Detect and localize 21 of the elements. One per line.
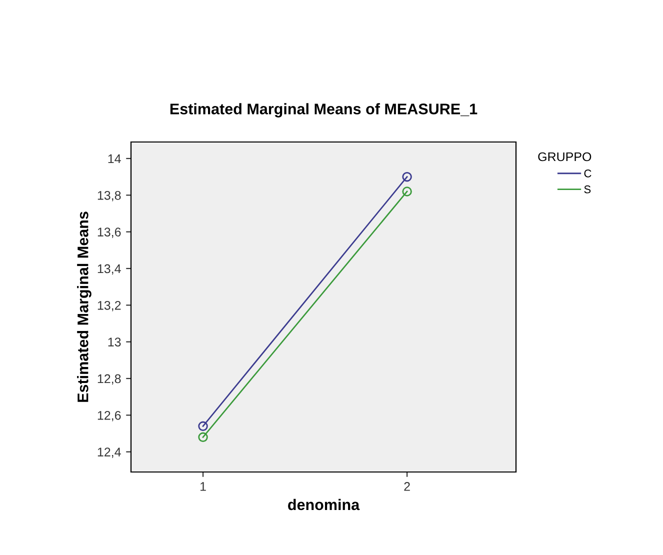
point	[402, 172, 412, 182]
y-tick-label: 12,4	[98, 448, 121, 458]
y-tick-label: 13	[108, 338, 121, 346]
x-axis-title: denomina	[288, 498, 360, 510]
point	[402, 186, 412, 196]
y-tick-label: 13,4	[98, 264, 121, 275]
chart-title: Estimated Marginal Means of MEASURE_1	[170, 103, 478, 118]
y-tick-label: 12,6	[98, 410, 121, 422]
y-tick-label: 13,6	[98, 228, 121, 238]
y-axis-title: Estimated Marginal Means	[77, 212, 92, 402]
x-tick-label: 1	[200, 482, 206, 491]
legend-title: GRUPPO	[538, 152, 592, 162]
y-tick-label: 14	[108, 154, 121, 164]
y-tick-label: 13,8	[98, 190, 121, 202]
legend-label: S	[584, 185, 591, 194]
legend-label: C	[584, 170, 592, 178]
point	[198, 421, 208, 432]
x-tick-label: 2	[404, 482, 410, 491]
point	[198, 432, 208, 442]
y-tick-label: 12,8	[98, 374, 121, 385]
y-tick-label: 13,2	[98, 300, 121, 312]
